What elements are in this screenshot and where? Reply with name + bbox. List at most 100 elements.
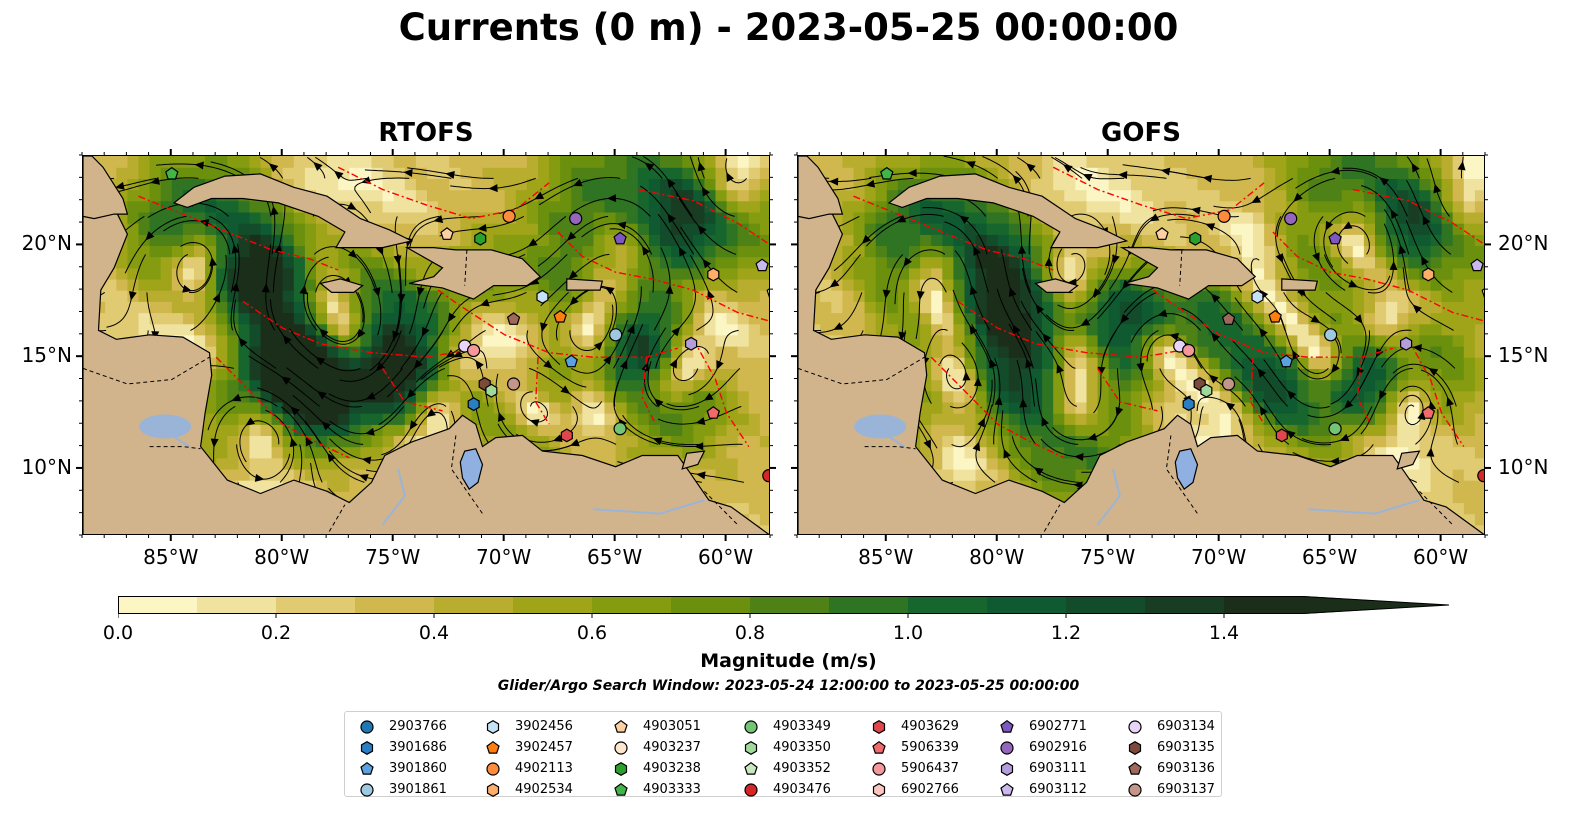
- float-marker-4903350: [485, 383, 498, 398]
- colorbar-tick-label: 1.2: [1050, 622, 1082, 644]
- circle-marker-icon: [614, 740, 628, 755]
- legend-label: 4902534: [515, 782, 573, 797]
- legend-marker-6903135: [1128, 740, 1142, 755]
- legend-marker-4903476: [744, 782, 758, 797]
- colorbar-segment: [750, 596, 830, 614]
- circle-marker-icon: [486, 761, 500, 776]
- colorbar-tick-label: 0.0: [102, 622, 134, 644]
- float-marker-6902916: [569, 211, 583, 226]
- hexagon-marker-icon: [1128, 740, 1142, 755]
- hexagon-marker-icon: [360, 740, 374, 755]
- circle-marker-icon: [744, 782, 758, 797]
- legend-item: 4903629: [871, 716, 959, 737]
- lat-label: 15°N: [1498, 343, 1549, 368]
- float-marker-3901861: [1324, 328, 1338, 342]
- legend-label: 3902456: [515, 719, 573, 734]
- legend-item: 3901686: [359, 737, 447, 758]
- hexagon-marker-icon: [744, 740, 758, 755]
- float-marker-3902457: [553, 309, 567, 323]
- colorbar-segment: [592, 596, 672, 614]
- legend-item: 4903350: [743, 737, 831, 758]
- legend-label: 6903136: [1157, 761, 1215, 776]
- float-marker-6903136: [506, 312, 521, 325]
- float-marker-6903111: [1399, 336, 1413, 351]
- circle-marker-icon: [744, 719, 758, 734]
- float-marker-6902771: [613, 231, 627, 245]
- float-marker-4902534: [1422, 267, 1435, 282]
- legend-item: 5906339: [871, 737, 959, 758]
- current-map-rtofs: [83, 156, 769, 534]
- lon-label: 80°W: [969, 545, 1025, 569]
- legend-marker-5906437: [872, 761, 886, 776]
- legend-label: 6903111: [1029, 761, 1087, 776]
- legend-marker-4902113: [486, 761, 500, 776]
- legend-column: 4903629 5906339 5906437 6902766: [871, 716, 959, 800]
- pentagon-marker-icon: [486, 740, 500, 754]
- pentagon-marker-icon: [1000, 719, 1014, 733]
- circle-marker-icon: [872, 761, 886, 776]
- lat-label: 10°N: [1498, 454, 1549, 479]
- float-marker-6903111: [684, 336, 698, 351]
- float-marker-6903137: [1221, 377, 1236, 391]
- legend-marker-6903112: [1000, 782, 1014, 796]
- pentagon-marker-icon: [614, 719, 628, 733]
- legend-item: 6903135: [1127, 737, 1215, 758]
- float-marker-4903333: [165, 166, 179, 180]
- legend-item: 4903051: [613, 716, 701, 737]
- legend-label: 6903137: [1157, 782, 1215, 797]
- colorbar-segment: [355, 596, 435, 614]
- legend-label: 4903333: [643, 782, 701, 797]
- pentagon-marker-icon: [1128, 761, 1142, 775]
- legend-label: 2903766: [389, 719, 447, 734]
- circle-marker-icon: [1128, 782, 1142, 797]
- legend-label: 4903051: [643, 719, 701, 734]
- float-marker-4903352: [1481, 288, 1484, 298]
- float-marker-4902534: [707, 267, 720, 282]
- country-borders: [798, 249, 1454, 532]
- float-marker-4903238: [1189, 231, 1202, 246]
- colorbar: [118, 596, 1450, 618]
- colorbar-segment: [829, 596, 909, 614]
- land: [83, 156, 769, 534]
- panel-title-rtofs: RTOFS: [378, 118, 474, 148]
- float-marker-5906339: [706, 406, 721, 419]
- lon-label: 75°W: [365, 545, 421, 569]
- legend-label: 3901860: [389, 761, 447, 776]
- lake-nicaragua: [854, 414, 907, 439]
- legend-label: 4903352: [773, 761, 831, 776]
- lon-label: 65°W: [587, 545, 643, 569]
- main-title: Currents (0 m) - 2023-05-25 00:00:00: [398, 6, 1179, 49]
- float-marker-3901686: [1182, 397, 1195, 412]
- legend-item: 4903333: [613, 779, 701, 800]
- float-marker-3902456: [536, 289, 549, 304]
- lat-label: 20°N: [21, 231, 72, 256]
- colorbar-tick-label: 0.2: [260, 622, 292, 644]
- float-marker-6903112: [1470, 258, 1484, 272]
- legend-label: 6903134: [1157, 719, 1215, 734]
- lon-label: 85°W: [143, 545, 199, 569]
- colorbar-tick-label: 1.4: [1208, 622, 1240, 644]
- legend-marker-4903333: [614, 782, 628, 796]
- legend-label: 5906339: [901, 740, 959, 755]
- legend-label: 3901861: [389, 782, 447, 797]
- float-marker-6902916: [1284, 211, 1298, 226]
- legend-item: 4903476: [743, 779, 831, 800]
- legend-marker-3901686: [360, 740, 374, 755]
- colorbar-segment: [1224, 596, 1304, 614]
- legend-marker-4903237: [614, 740, 628, 755]
- float-markers: [880, 166, 1484, 483]
- legend-column: 2903766 3901686 3901860 3901861: [359, 716, 447, 800]
- colorbar-segment: [197, 596, 277, 614]
- lat-label: 10°N: [21, 454, 72, 479]
- legend-marker-2903766: [360, 719, 374, 734]
- lon-label: 60°W: [1412, 545, 1469, 569]
- legend-label: 4903237: [643, 740, 701, 755]
- legend-label: 6902766: [901, 782, 959, 797]
- circle-marker-icon: [360, 782, 374, 797]
- float-marker-5906339: [1421, 406, 1436, 419]
- float-marker-3901686: [467, 397, 480, 412]
- float-marker-3901861: [609, 328, 623, 342]
- colorbar-tick-label: 0.6: [576, 622, 608, 644]
- lake-nicaragua: [139, 414, 192, 439]
- legend-item: 6903112: [999, 779, 1087, 800]
